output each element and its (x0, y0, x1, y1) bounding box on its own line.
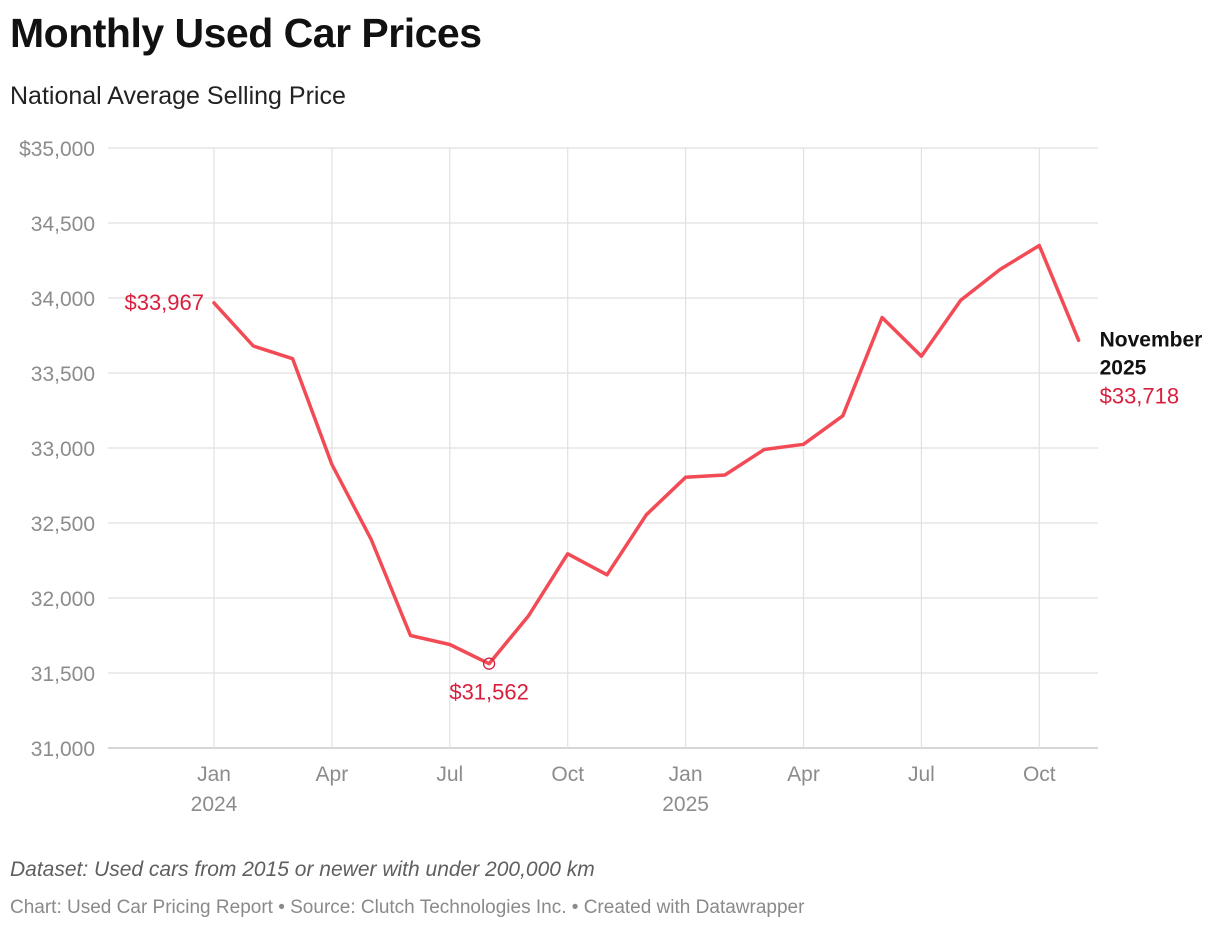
y-tick-label: 33,500 (31, 363, 95, 386)
x-tick-label: Oct (1023, 763, 1056, 786)
series-points (211, 243, 1082, 667)
x-axis-tick-labels: Jan 2024 Apr Jul Oct Jan 2025 Apr Jul Oct (191, 763, 1056, 816)
low-value-label: $31,562 (449, 680, 529, 705)
dataset-note: Dataset: Used cars from 2015 or newer wi… (10, 858, 595, 881)
x-gridlines (213, 148, 1040, 748)
end-label-month: November (1100, 328, 1203, 351)
y-tick-label: $35,000 (19, 138, 95, 161)
x-tick-label: Oct (551, 763, 584, 786)
y-tick-label: 34,000 (31, 288, 95, 311)
end-value-label: $33,718 (1100, 383, 1180, 408)
line-chart: $35,000 34,500 34,000 33,500 33,000 32,500 32,… (19, 138, 1203, 816)
y-axis-tick-labels: $35,000 34,500 34,000 33,500 33,000 32,500 32,… (19, 138, 95, 761)
y-gridlines (108, 147, 1098, 749)
y-tick-label: 31,500 (31, 663, 95, 686)
y-tick-label: 32,000 (31, 588, 95, 611)
x-tick-label: Jul (908, 763, 935, 786)
x-tick-label: Apr (787, 763, 820, 786)
y-tick-label: 31,000 (31, 738, 95, 761)
chart-subtitle: National Average Selling Price (10, 82, 346, 110)
chart-title: Monthly Used Car Prices (10, 10, 482, 56)
x-tick-label: Jan (197, 763, 231, 786)
low-point-marker (482, 657, 496, 670)
end-label-year: 2025 (1100, 356, 1147, 379)
price-series-line (212, 243, 1081, 666)
y-tick-label: 34,500 (31, 213, 95, 236)
x-tick-label: Jan (669, 763, 703, 786)
x-tick-label: Jul (436, 763, 463, 786)
source-credit: Chart: Used Car Pricing Report • Source:… (10, 897, 805, 918)
x-tick-sublabel: 2024 (191, 793, 238, 816)
x-tick-label: Apr (316, 763, 349, 786)
x-tick-sublabel: 2025 (662, 793, 709, 816)
start-value-label: $33,967 (124, 290, 204, 315)
y-tick-label: 33,000 (31, 438, 95, 461)
y-tick-label: 32,500 (31, 513, 95, 536)
